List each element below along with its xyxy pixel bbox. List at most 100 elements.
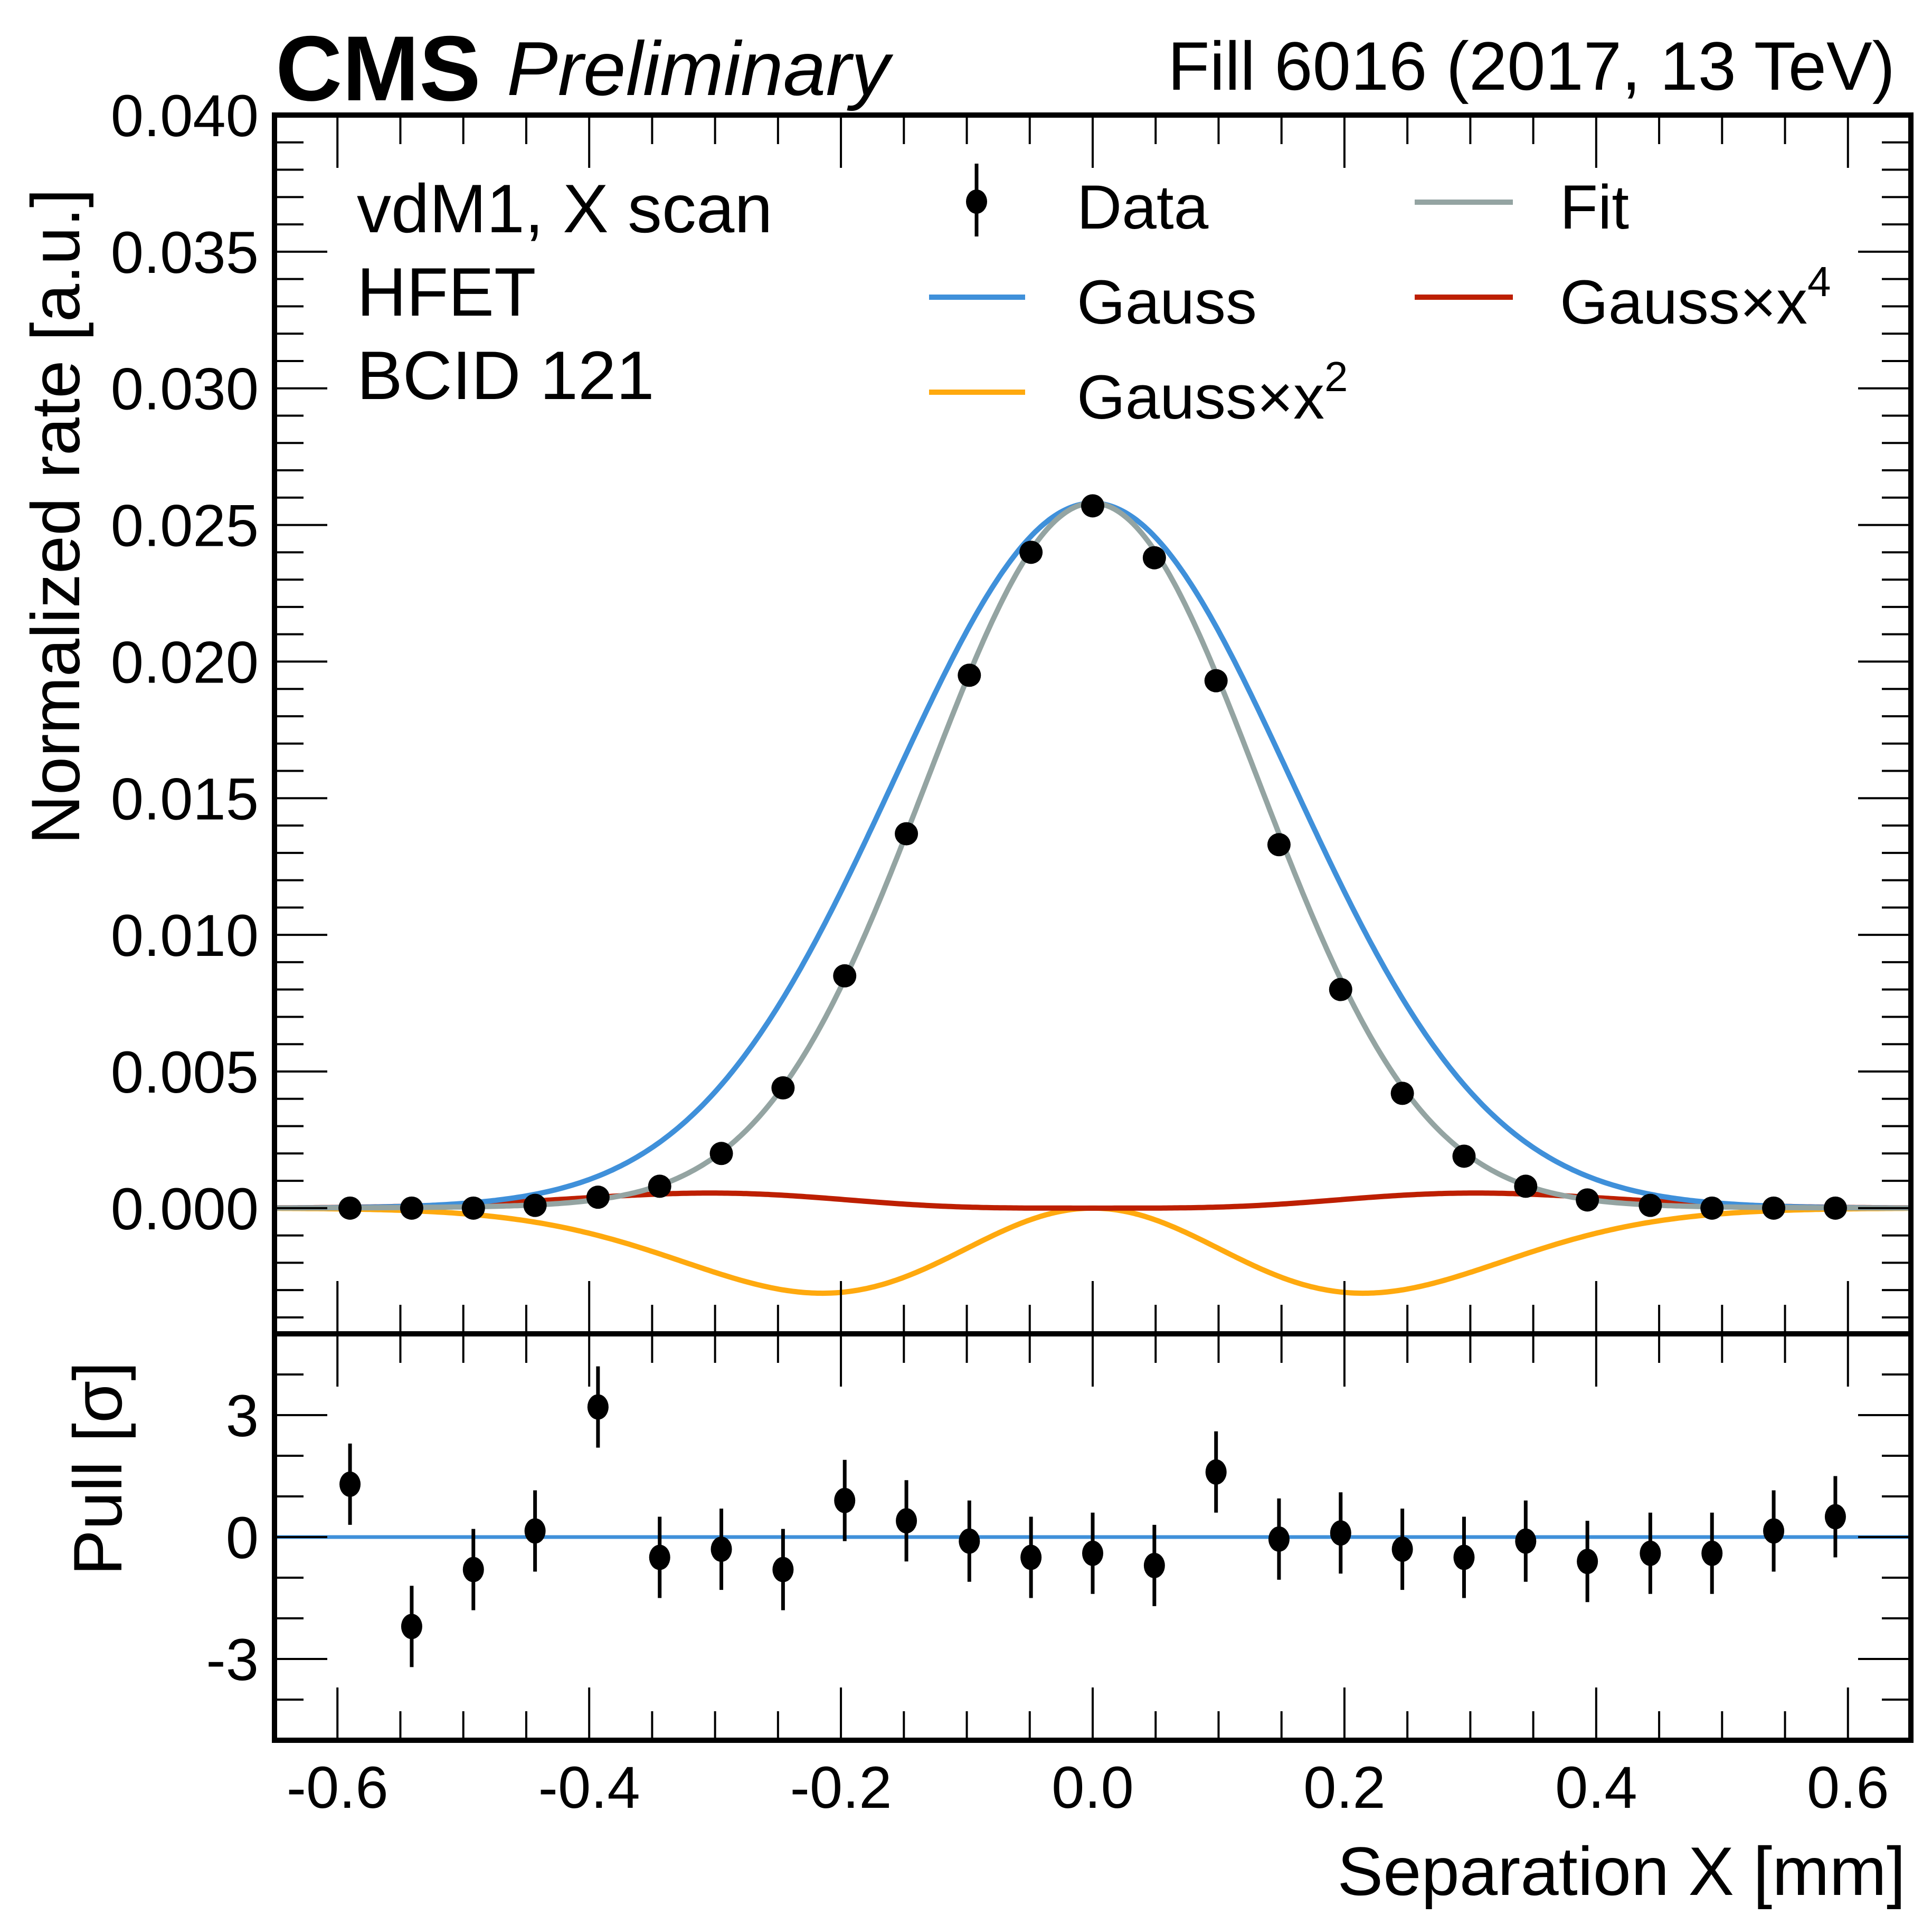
pull-plot-area bbox=[274, 1366, 1911, 1667]
pull-point bbox=[1143, 1552, 1165, 1578]
pull-point bbox=[896, 1508, 917, 1534]
pull-frame bbox=[272, 1331, 1914, 1743]
main-y-tick-label: 0.010 bbox=[111, 903, 259, 969]
main-y-tick-label: 0.035 bbox=[111, 220, 259, 286]
legend-gauss-x4-text: Gauss×x bbox=[1560, 268, 1807, 337]
pull-point bbox=[1082, 1540, 1103, 1566]
pull-point bbox=[1453, 1544, 1475, 1570]
annotation-scan: vdM1, X scan bbox=[357, 170, 773, 247]
pull-point bbox=[1824, 1504, 1846, 1530]
data-point bbox=[1762, 1196, 1786, 1220]
x-tick-label: 0.4 bbox=[1555, 1755, 1637, 1820]
legend-label-gauss-x4: Gauss×x4 bbox=[1560, 258, 1831, 337]
legend-entry-gauss-x4: Gauss×x4 bbox=[1415, 258, 1831, 337]
data-point bbox=[709, 1142, 733, 1165]
pull-point bbox=[1205, 1459, 1227, 1485]
legend-entry-data: Data bbox=[966, 164, 1209, 242]
x-tick-label: 0.6 bbox=[1807, 1755, 1889, 1820]
legend-gauss-x2-text: Gauss×x bbox=[1077, 363, 1324, 432]
pull-point bbox=[649, 1544, 670, 1570]
data-point bbox=[1329, 978, 1352, 1001]
data-point bbox=[1204, 669, 1228, 693]
legend-label-data: Data bbox=[1077, 173, 1209, 242]
main-plot-area bbox=[274, 500, 1911, 1296]
main-y-tick-label: 0.005 bbox=[111, 1039, 259, 1105]
main-y-tick-label: 0.040 bbox=[111, 83, 259, 149]
pull-point bbox=[1577, 1549, 1598, 1575]
legend-label-gauss: Gauss bbox=[1077, 268, 1257, 337]
pull-y-tick-label: 3 bbox=[226, 1383, 259, 1449]
data-point bbox=[1019, 540, 1043, 564]
pull-point bbox=[1701, 1540, 1723, 1566]
data-point bbox=[895, 822, 918, 846]
main-y-tick-label: 0.025 bbox=[111, 493, 259, 559]
data-point bbox=[1452, 1144, 1476, 1168]
data-point bbox=[461, 1196, 485, 1220]
legend-gauss-x4-sup: 4 bbox=[1807, 258, 1831, 305]
curve-gauss bbox=[274, 500, 1911, 1211]
pull-point bbox=[1763, 1518, 1785, 1544]
pull-point bbox=[959, 1528, 980, 1554]
data-point bbox=[338, 1196, 362, 1220]
data-point bbox=[1081, 494, 1104, 518]
main-y-tick-label: 0.020 bbox=[111, 629, 259, 695]
pull-point bbox=[1640, 1540, 1661, 1566]
cms-label: CMS bbox=[276, 17, 481, 120]
x-tick-label: -0.4 bbox=[538, 1755, 640, 1820]
pull-point bbox=[1330, 1520, 1351, 1546]
pull-point bbox=[587, 1394, 609, 1420]
legend-data-marker bbox=[966, 189, 987, 214]
pull-point bbox=[1515, 1528, 1537, 1554]
main-data-points bbox=[338, 494, 1847, 1220]
legend-label-gauss-x2: Gauss×x2 bbox=[1077, 353, 1348, 432]
data-point bbox=[400, 1196, 423, 1220]
data-point bbox=[1267, 833, 1291, 857]
data-point bbox=[771, 1076, 795, 1100]
data-point bbox=[1639, 1193, 1662, 1217]
pull-point bbox=[1391, 1537, 1413, 1562]
curve-gauss-x4 bbox=[274, 1190, 1911, 1211]
pull-point bbox=[772, 1557, 794, 1582]
data-point bbox=[523, 1193, 547, 1217]
data-point bbox=[648, 1174, 671, 1198]
pull-point bbox=[834, 1487, 856, 1513]
pull-point bbox=[524, 1518, 546, 1544]
pull-point bbox=[1268, 1526, 1290, 1552]
pull-y-tick-label: -3 bbox=[206, 1627, 259, 1693]
legend-label-fit: Fit bbox=[1560, 173, 1629, 242]
data-point bbox=[833, 964, 857, 988]
pull-y-axis-label: Pull [σ] bbox=[59, 1362, 136, 1576]
x-tick-label: 0.2 bbox=[1303, 1755, 1386, 1820]
curve-gauss-x2 bbox=[274, 1205, 1911, 1296]
pull-point bbox=[401, 1614, 422, 1639]
data-point bbox=[1514, 1174, 1538, 1198]
tick-labels: 0.000 0.005 0.010 0.015 0.020 0.025 0.030 0.035… bbox=[111, 83, 1889, 1820]
data-point bbox=[586, 1186, 610, 1209]
pull-point bbox=[1020, 1544, 1042, 1570]
x-tick-label: -0.6 bbox=[287, 1755, 389, 1820]
main-y-tick-label: 0.000 bbox=[111, 1176, 259, 1242]
legend-gauss-x2-sup: 2 bbox=[1324, 353, 1348, 400]
data-point bbox=[1390, 1082, 1414, 1105]
main-y-tick-label: 0.030 bbox=[111, 356, 259, 422]
legend-entry-gauss-x2: Gauss×x2 bbox=[929, 353, 1348, 432]
main-y-axis-label: Normalized rate [a.u.] bbox=[17, 188, 94, 845]
legend-entry-fit: Fit bbox=[1415, 173, 1629, 242]
main-y-tick-label: 0.015 bbox=[111, 766, 259, 832]
pull-y-tick-label: 0 bbox=[226, 1505, 259, 1571]
legend: Data Fit Gauss Gauss×x4 Gauss×x2 bbox=[929, 164, 1831, 432]
data-point bbox=[1700, 1196, 1724, 1220]
curve-fit bbox=[274, 500, 1911, 1211]
preliminary-label: Preliminary bbox=[507, 26, 894, 111]
pull-point bbox=[339, 1471, 361, 1497]
data-point bbox=[958, 663, 981, 687]
data-point bbox=[1823, 1196, 1847, 1220]
annotation-detector: HFET bbox=[357, 253, 536, 330]
pull-point bbox=[462, 1557, 484, 1582]
x-axis-label: Separation X [mm] bbox=[1337, 1833, 1906, 1910]
data-point bbox=[1142, 546, 1166, 570]
x-tick-label: -0.2 bbox=[790, 1755, 892, 1820]
data-point bbox=[1576, 1188, 1599, 1212]
pull-point bbox=[711, 1537, 732, 1562]
